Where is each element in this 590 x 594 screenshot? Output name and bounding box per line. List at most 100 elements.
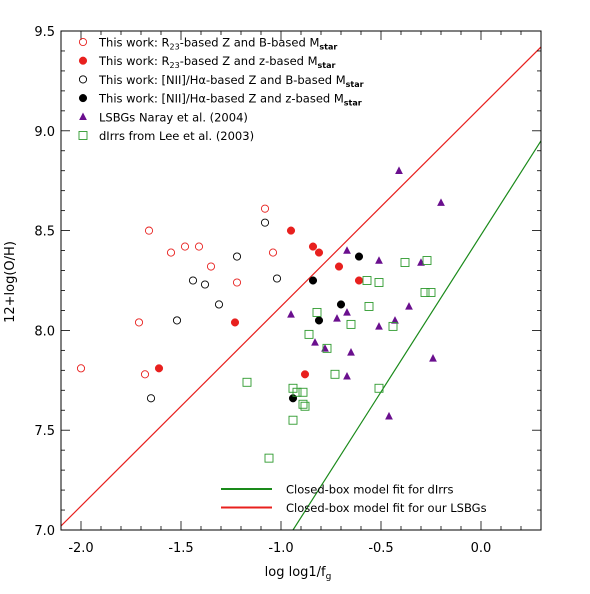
data-point-series-2 xyxy=(154,364,164,373)
legend-marker-1 xyxy=(78,37,88,47)
data-point-series-3 xyxy=(260,218,270,227)
data-point-series-6 xyxy=(298,387,308,397)
data-point-series-6 xyxy=(312,307,322,317)
data-point-series-6 xyxy=(322,343,332,353)
data-point-series-1 xyxy=(134,318,144,327)
y-tick-label: 8.5 xyxy=(34,225,55,240)
data-point-series-6 xyxy=(330,369,340,379)
data-point-series-6 xyxy=(420,288,430,297)
legend-label-4: This work: [NII]/Hα-based Z and z-based … xyxy=(98,92,362,108)
data-point-series-5 xyxy=(375,322,383,330)
legend-label-1: This work: R23-based Z and B-based Mstar xyxy=(98,36,337,52)
data-point-series-6 xyxy=(400,258,410,267)
data-point-series-1 xyxy=(232,278,242,287)
data-point-series-2 xyxy=(286,226,296,235)
data-point-series-5 xyxy=(333,314,341,322)
data-point-series-1 xyxy=(268,248,278,257)
fit-legend-label-2: Closed-box model fit for our LSBGs xyxy=(286,501,487,515)
data-point-series-5 xyxy=(343,372,351,380)
data-point-series-6 xyxy=(374,383,384,393)
fit-lines xyxy=(61,46,541,530)
plot-area xyxy=(61,46,541,530)
fit-line-dirrs xyxy=(292,140,541,530)
legend-label-5: LSBGs Naray et al. (2004) xyxy=(99,110,248,124)
data-point-series-1 xyxy=(194,242,204,251)
data-point-series-6 xyxy=(242,377,252,387)
data-point-series-5 xyxy=(343,246,351,254)
legend-label-2: This work: R23-based Z and z-based Mstar xyxy=(98,54,336,70)
legend-marker-4 xyxy=(78,94,88,103)
data-point-series-5 xyxy=(405,302,413,310)
data-point-series-5 xyxy=(385,411,393,420)
data-point-series-5 xyxy=(287,310,295,318)
y-tick-label: 7.0 xyxy=(34,524,55,539)
data-point-series-6 xyxy=(374,278,384,287)
data-point-series-5 xyxy=(437,198,445,206)
data-point-series-6 xyxy=(362,276,372,285)
data-point-series-6 xyxy=(298,399,308,409)
data-point-series-3 xyxy=(214,300,224,309)
data-point-series-2 xyxy=(308,242,318,251)
x-axis-label: log log1/fg xyxy=(265,565,332,582)
data-point-series-1 xyxy=(166,248,176,257)
data-point-series-5 xyxy=(343,308,351,316)
data-point-series-3 xyxy=(172,316,182,325)
data-point-series-5 xyxy=(347,348,355,356)
data-point-series-3 xyxy=(232,252,242,261)
data-points xyxy=(76,166,445,463)
x-tick-label: 0.0 xyxy=(471,541,492,556)
fit-legend-label-1: Closed-box model fit for dIrrs xyxy=(286,483,454,497)
fit-line-lsbgs xyxy=(61,46,541,527)
data-point-series-1 xyxy=(206,262,216,271)
plot-frame xyxy=(60,30,542,531)
data-point-series-1 xyxy=(140,370,150,379)
y-tick-label: 7.5 xyxy=(34,424,55,439)
legend-label-6: dIrrs from Lee et al. (2003) xyxy=(99,129,254,143)
data-point-series-5 xyxy=(321,344,329,352)
data-point-series-1 xyxy=(260,204,270,213)
legend: This work: R23-based Z and B-based Mstar… xyxy=(78,36,364,143)
data-point-series-2 xyxy=(300,370,310,379)
legend-label-3: This work: [NII]/Hα-based Z and B-based … xyxy=(98,73,364,89)
x-tick-label: -2.0 xyxy=(68,541,93,556)
data-point-series-3 xyxy=(200,280,210,289)
data-point-series-6 xyxy=(426,288,436,297)
data-point-series-4 xyxy=(314,316,324,325)
data-point-series-1 xyxy=(76,364,86,373)
data-point-series-6 xyxy=(288,415,298,425)
data-point-series-6 xyxy=(292,387,302,397)
data-point-series-3 xyxy=(272,274,282,283)
data-point-series-6 xyxy=(304,329,314,339)
x-tick-label: -1.5 xyxy=(168,541,193,556)
data-point-series-1 xyxy=(180,242,190,251)
y-tick-label: 9.5 xyxy=(34,25,55,40)
legend-marker-3 xyxy=(78,75,88,84)
data-point-series-5 xyxy=(429,354,437,362)
data-point-series-6 xyxy=(388,321,398,331)
legend-marker-5 xyxy=(79,112,87,121)
data-point-series-6 xyxy=(346,319,356,329)
data-point-series-3 xyxy=(188,276,198,285)
data-point-series-2 xyxy=(314,248,324,257)
data-point-series-6 xyxy=(364,301,374,311)
x-tick-label: -0.5 xyxy=(368,541,393,556)
data-point-series-3 xyxy=(146,394,156,403)
y-axis-label: 12+log(O/H) xyxy=(3,241,18,323)
data-point-series-2 xyxy=(230,318,240,327)
data-point-series-4 xyxy=(336,300,346,309)
data-point-series-6 xyxy=(300,401,310,411)
data-point-series-6 xyxy=(422,256,432,265)
data-point-series-5 xyxy=(391,316,399,324)
data-point-series-4 xyxy=(354,252,364,261)
legend-marker-2 xyxy=(78,56,88,65)
y-tick-label: 8.0 xyxy=(34,324,55,339)
data-point-series-6 xyxy=(264,453,274,463)
data-point-series-1 xyxy=(144,226,154,235)
data-point-series-5 xyxy=(395,166,403,174)
y-tick-label: 9.0 xyxy=(34,125,55,140)
x-tick-label: -1.0 xyxy=(268,541,293,556)
data-point-series-5 xyxy=(375,256,383,264)
fit-legend: Closed-box model fit for dIrrs Closed-box… xyxy=(221,483,487,515)
axes: -2.0 -1.5 -1.0 -0.5 0.0 7.0 7.5 8.0 8.5 9.0 9.5 xyxy=(34,25,542,556)
